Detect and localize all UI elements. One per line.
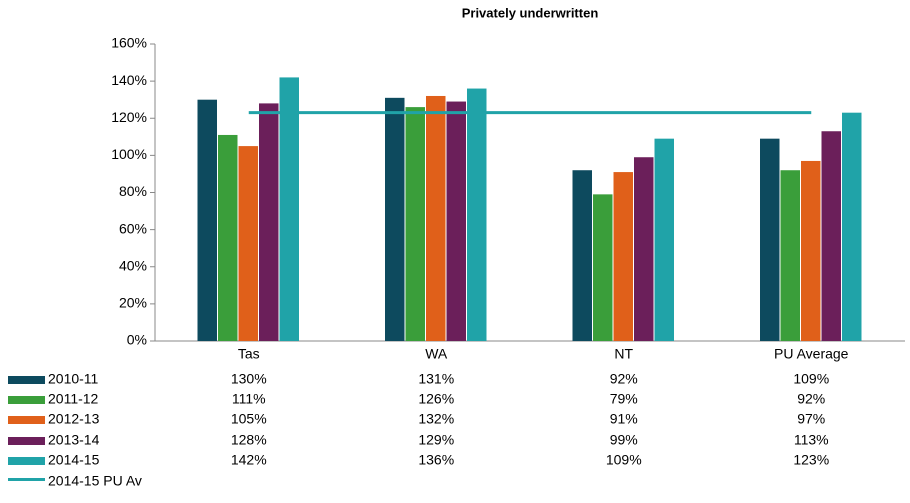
bar: [613, 172, 633, 341]
y-tick-label: 20%: [119, 295, 147, 311]
category-label: PU Average: [774, 346, 849, 362]
bar: [426, 95, 446, 341]
legend-swatch: [8, 396, 45, 404]
table-value: 105%: [231, 411, 267, 427]
bar: [634, 157, 654, 341]
table-value: 142%: [231, 452, 267, 468]
table-value: 97%: [797, 411, 825, 427]
legend-label: 2014-15: [48, 452, 100, 468]
y-tick-label: 140%: [111, 72, 147, 88]
table-value: 79%: [610, 391, 638, 407]
table-value: 92%: [797, 391, 825, 407]
y-tick-label: 60%: [119, 220, 147, 236]
chart-title: Privately underwritten: [462, 5, 599, 20]
table-value: 99%: [610, 432, 638, 448]
legend-label: 2011-12: [48, 391, 99, 407]
table-value: 92%: [610, 371, 638, 387]
y-tick-label: 40%: [119, 257, 147, 273]
table-value: 109%: [606, 452, 642, 468]
table-value: 113%: [794, 432, 829, 448]
table-value: 132%: [418, 411, 454, 427]
y-tick-label: 120%: [111, 109, 147, 125]
bar: [385, 97, 405, 341]
bar: [780, 170, 800, 341]
bar: [467, 88, 487, 341]
bar: [218, 134, 238, 341]
category-label: WA: [425, 346, 448, 362]
bar: [801, 160, 821, 341]
y-tick-label: 80%: [119, 183, 147, 199]
bar: [760, 138, 780, 341]
legend-label: 2013-14: [48, 432, 100, 448]
bar: [572, 170, 592, 341]
bar: [593, 194, 613, 341]
bar: [279, 77, 299, 341]
bar: [842, 112, 862, 342]
table-value: 91%: [610, 411, 638, 427]
legend-swatch: [8, 478, 45, 481]
table-value: 109%: [793, 371, 829, 387]
y-tick-label: 160%: [111, 35, 147, 51]
bar: [197, 99, 217, 341]
legend-swatch: [8, 457, 45, 465]
category-label: Tas: [238, 346, 260, 362]
bar: [238, 146, 258, 341]
bar: [821, 131, 841, 341]
bar: [446, 101, 466, 341]
legend-swatch: [8, 376, 45, 384]
bar: [259, 103, 279, 342]
table-value: 136%: [418, 452, 454, 468]
category-label: NT: [614, 346, 633, 362]
legend-label: 2010-11: [48, 371, 99, 387]
table-value: 123%: [793, 452, 829, 468]
table-value: 129%: [418, 432, 454, 448]
table-value: 111%: [232, 391, 266, 407]
table-value: 128%: [231, 432, 267, 448]
table-value: 131%: [418, 371, 454, 387]
y-tick-label: 0%: [127, 332, 147, 348]
bar: [405, 107, 425, 341]
y-tick-label: 100%: [111, 146, 147, 162]
legend-label: 2012-13: [48, 411, 100, 427]
legend-swatch: [8, 437, 45, 445]
table-value: 126%: [418, 391, 454, 407]
legend-swatch: [8, 416, 45, 424]
table-value: 130%: [231, 371, 267, 387]
legend-label: 2014-15 PU Av: [48, 473, 142, 489]
bar: [654, 138, 674, 341]
